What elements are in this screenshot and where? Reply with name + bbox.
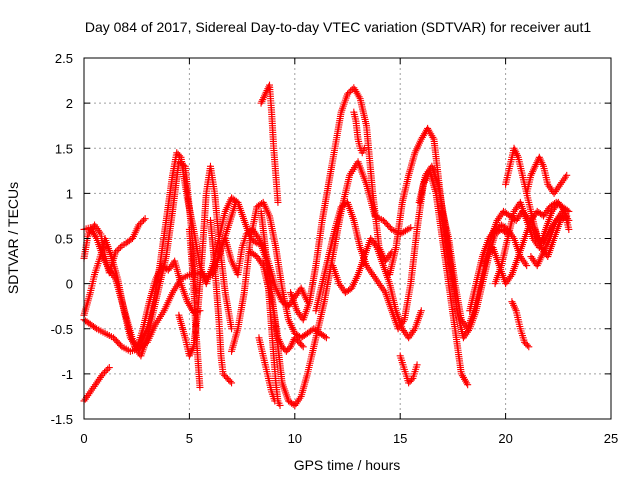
data-point bbox=[322, 334, 330, 342]
data-point bbox=[117, 341, 125, 349]
x-tick-label: 15 bbox=[393, 431, 407, 446]
data-point bbox=[563, 171, 571, 179]
data-series bbox=[396, 352, 421, 387]
data-point bbox=[105, 364, 113, 372]
x-tick-label: 10 bbox=[288, 431, 302, 446]
data-point bbox=[407, 224, 415, 232]
data-point bbox=[136, 219, 144, 227]
data-point bbox=[251, 238, 259, 246]
y-tick-label: -1 bbox=[61, 367, 73, 382]
y-tick-label: 1.5 bbox=[55, 141, 73, 156]
data-point bbox=[274, 198, 282, 206]
data-marks bbox=[80, 81, 573, 409]
data-point bbox=[101, 368, 109, 376]
data-series bbox=[228, 198, 330, 355]
data-point bbox=[116, 243, 124, 251]
data-series bbox=[80, 364, 113, 405]
y-tick-label: -0.5 bbox=[51, 322, 73, 337]
data-point bbox=[403, 226, 411, 234]
chart-title: Day 084 of 2017, Sidereal Day-to-day VTE… bbox=[85, 19, 592, 35]
data-series bbox=[255, 334, 279, 405]
data-point bbox=[141, 215, 149, 223]
x-tick-labels: 0 5 10 15 20 25 bbox=[80, 431, 618, 446]
data-point bbox=[464, 381, 472, 389]
data-series bbox=[257, 81, 282, 206]
y-tick-label: 0.5 bbox=[55, 232, 73, 247]
data-series bbox=[523, 189, 567, 247]
data-point bbox=[565, 225, 573, 233]
data-point bbox=[405, 225, 413, 233]
y-axis-label: SDTVAR / TECUs bbox=[5, 182, 21, 294]
data-point bbox=[196, 383, 204, 391]
data-point bbox=[299, 343, 307, 351]
data-point bbox=[115, 245, 123, 253]
x-tick-label: 0 bbox=[80, 431, 87, 446]
data-point bbox=[400, 228, 408, 236]
y-tick-label: 2 bbox=[66, 96, 73, 111]
data-series bbox=[185, 225, 204, 391]
data-point bbox=[176, 152, 184, 160]
data-point bbox=[91, 324, 99, 332]
data-point bbox=[138, 218, 146, 226]
data-point bbox=[140, 216, 148, 224]
x-axis-label: GPS time / hours bbox=[294, 457, 401, 473]
y-tick-label: 1 bbox=[66, 186, 73, 201]
data-point bbox=[271, 397, 279, 405]
data-point bbox=[345, 89, 353, 97]
data-point bbox=[228, 325, 236, 333]
data-point bbox=[523, 262, 531, 270]
data-point bbox=[99, 370, 107, 378]
y-tick-label: -1.5 bbox=[51, 412, 73, 427]
data-series bbox=[257, 207, 284, 409]
data-point bbox=[523, 341, 531, 349]
y-tick-label: 0 bbox=[66, 277, 73, 292]
data-point bbox=[565, 216, 573, 224]
data-series bbox=[206, 216, 236, 387]
data-point bbox=[321, 333, 329, 341]
data-point bbox=[276, 401, 284, 409]
data-point bbox=[386, 224, 394, 232]
data-point bbox=[407, 376, 415, 384]
data-point bbox=[417, 307, 425, 315]
data-series bbox=[502, 144, 571, 197]
y-tick-label: 2.5 bbox=[55, 51, 73, 66]
data-point bbox=[135, 221, 143, 229]
y-tick-labels: -1.5 -1 -0.5 0 0.5 1 1.5 2 2.5 bbox=[51, 51, 73, 427]
x-tick-label: 25 bbox=[604, 431, 618, 446]
data-series bbox=[312, 167, 472, 389]
data-point bbox=[298, 341, 306, 349]
data-point bbox=[228, 379, 236, 387]
data-point bbox=[401, 227, 409, 235]
data-series bbox=[527, 207, 573, 270]
data-point bbox=[525, 343, 533, 351]
data-series bbox=[508, 298, 533, 351]
data-point bbox=[344, 90, 351, 98]
data-point bbox=[413, 361, 421, 369]
axis-ticks bbox=[83, 57, 612, 420]
x-tick-label: 20 bbox=[498, 431, 512, 446]
data-point bbox=[113, 246, 121, 254]
x-tick-label: 5 bbox=[186, 431, 193, 446]
data-series bbox=[350, 108, 368, 157]
data-series bbox=[329, 235, 425, 342]
data-point bbox=[102, 367, 110, 375]
data-point bbox=[104, 365, 112, 373]
data-point bbox=[360, 144, 368, 152]
data-point bbox=[226, 377, 234, 385]
data-series bbox=[287, 84, 396, 324]
